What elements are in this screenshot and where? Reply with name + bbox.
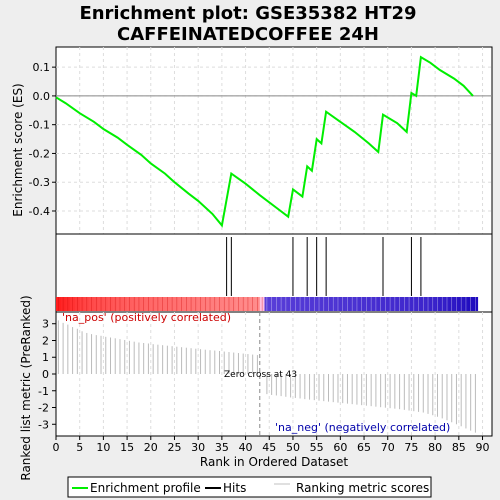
xtick-label: 40	[239, 441, 253, 454]
xtick-label: 25	[167, 441, 181, 454]
es-ytick-label: 0.0	[33, 90, 51, 103]
chart-title-line2: CAFFEINATEDCOFFEE 24H	[117, 24, 379, 45]
es-ytick-label: -0.4	[29, 205, 50, 218]
legend-label-hits: Hits	[223, 481, 246, 495]
xtick-label: 90	[476, 441, 490, 454]
metric-ytick-label: -1	[38, 385, 49, 398]
metric-y-axis-label: Ranked list metric (PreRanked)	[19, 295, 33, 480]
xtick-label: 45	[262, 441, 276, 454]
ranking-color-bar	[56, 297, 479, 311]
metric-ytick-label: 1	[42, 351, 49, 364]
metric-ytick-label: -2	[38, 402, 49, 415]
metric-y-axis-ticks: 3 2 1 0 -1 -2 -3	[38, 318, 56, 431]
xtick-label: 55	[310, 441, 324, 454]
metric-ytick-label: 3	[42, 318, 49, 331]
xtick-label: 75	[404, 441, 418, 454]
xtick-label: 30	[191, 441, 205, 454]
xtick-label: 65	[357, 441, 371, 454]
metric-ytick-label: -3	[38, 418, 49, 431]
xtick-label: 85	[452, 441, 466, 454]
es-ytick-label: -0.1	[29, 119, 50, 132]
ranking-metric-bars	[57, 320, 476, 433]
xtick-label: 50	[286, 441, 300, 454]
na-neg-label: 'na_neg' (negatively correlated)	[275, 421, 450, 434]
legend-label-metric: Ranking metric scores	[296, 481, 429, 495]
xtick-label: 35	[215, 441, 229, 454]
es-ytick-label: 0.1	[33, 61, 51, 74]
xtick-label: 0	[53, 441, 60, 454]
chart-title-line1: Enrichment plot: GSE35382 HT29	[79, 3, 416, 24]
enrichment-profile-line	[55, 55, 474, 228]
legend-box	[67, 476, 432, 498]
metric-panel	[55, 311, 493, 437]
xtick-label: 20	[144, 441, 158, 454]
xtick-label: 10	[96, 441, 110, 454]
metric-ytick-label: 2	[42, 334, 49, 347]
x-axis-ticks: 0 5 10 15 20 25 30 35 40 45 50 55 60 65 70 75 80 85 90	[53, 436, 490, 454]
xtick-label: 80	[428, 441, 442, 454]
es-ytick-label: -0.2	[29, 147, 50, 160]
es-y-axis-label: Enrichment score (ES)	[11, 83, 25, 216]
metric-ytick-label: 0	[42, 368, 49, 381]
es-y-axis-ticks: 0.1 0.0 -0.1 -0.2 -0.3 -0.4	[29, 61, 56, 218]
metric-grid	[79, 312, 484, 436]
zero-cross-label: Zero cross at 43	[224, 370, 297, 380]
xtick-label: 60	[333, 441, 347, 454]
legend-label-enrichment: Enrichment profile	[90, 481, 201, 495]
xtick-label: 15	[120, 441, 134, 454]
na-pos-label: 'na_pos' (positively correlated)	[62, 311, 231, 324]
es-ytick-label: -0.3	[29, 176, 50, 189]
x-axis-label: Rank in Ordered Dataset	[200, 455, 348, 469]
xtick-label: 70	[381, 441, 395, 454]
xtick-label: 5	[76, 441, 83, 454]
hit-marks	[226, 237, 422, 296]
